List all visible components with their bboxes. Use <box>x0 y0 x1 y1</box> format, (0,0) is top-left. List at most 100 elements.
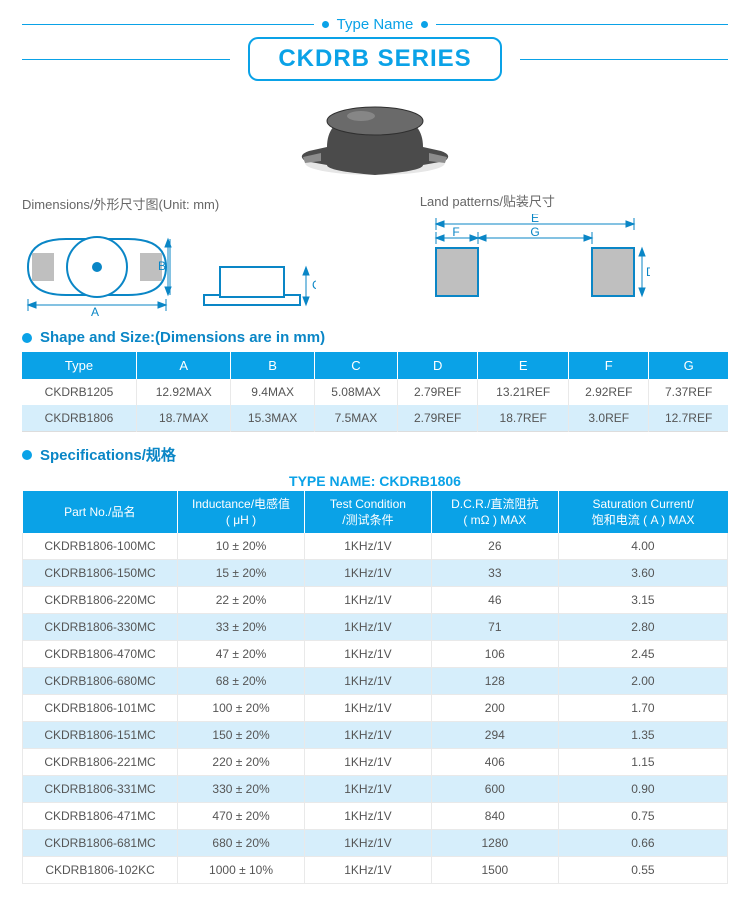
table-row: CKDRB180618.7MAX15.3MAX7.5MAX2.79REF18.7… <box>22 405 728 432</box>
table-cell: 2.00 <box>558 668 727 695</box>
table-cell: 33 <box>431 560 558 587</box>
table-cell: 0.90 <box>558 776 727 803</box>
table-cell: 470 ± 20% <box>178 803 305 830</box>
table-cell: 26 <box>431 533 558 560</box>
table-row: CKDRB1806-331MC330 ± 20%1KHz/1V6000.90 <box>23 776 728 803</box>
table-cell: 1KHz/1V <box>304 533 431 560</box>
table-row: CKDRB1806-471MC470 ± 20%1KHz/1V8400.75 <box>23 803 728 830</box>
ss-col-header: A <box>137 352 231 379</box>
spec-col-header: Saturation Current/饱和电流 ( A ) MAX <box>558 491 727 533</box>
ss-col-header: D <box>398 352 478 379</box>
table-row: CKDRB1806-221MC220 ± 20%1KHz/1V4061.15 <box>23 749 728 776</box>
svg-text:G: G <box>530 225 539 239</box>
table-cell: 10 ± 20% <box>178 533 305 560</box>
table-cell: CKDRB1806-101MC <box>23 695 178 722</box>
table-cell: 12.92MAX <box>137 379 231 405</box>
table-cell: 0.66 <box>558 830 727 857</box>
table-cell: 1KHz/1V <box>304 776 431 803</box>
table-cell: 1500 <box>431 857 558 884</box>
dim-a-label: A <box>91 305 99 317</box>
svg-text:B: B <box>158 259 166 273</box>
land-patterns-label: Land patterns/贴装尺寸 <box>420 191 728 210</box>
table-cell: CKDRB1806-331MC <box>23 776 178 803</box>
table-cell: 0.55 <box>558 857 727 884</box>
table-cell: 1KHz/1V <box>304 560 431 587</box>
table-cell: 22 ± 20% <box>178 587 305 614</box>
table-row: CKDRB1806-101MC100 ± 20%1KHz/1V2001.70 <box>23 695 728 722</box>
ss-col-header: B <box>231 352 314 379</box>
svg-text:D: D <box>646 265 650 279</box>
table-cell: 15.3MAX <box>231 405 314 432</box>
table-cell: CKDRB1806-330MC <box>23 614 178 641</box>
table-cell: 106 <box>431 641 558 668</box>
spec-col-header: Part No./品名 <box>23 491 178 533</box>
table-cell: 680 ± 20% <box>178 830 305 857</box>
spec-col-header: D.C.R./直流阻抗( mΩ ) MAX <box>431 491 558 533</box>
product-image <box>22 91 728 185</box>
table-cell: 1KHz/1V <box>304 668 431 695</box>
table-cell: 1KHz/1V <box>304 830 431 857</box>
svg-text:C: C <box>312 278 316 292</box>
table-cell: 1KHz/1V <box>304 749 431 776</box>
table-cell: 3.0REF <box>569 405 649 432</box>
shape-size-heading: Shape and Size:(Dimensions are in mm) <box>40 329 325 346</box>
table-cell: 0.75 <box>558 803 727 830</box>
table-cell: 1KHz/1V <box>304 587 431 614</box>
table-cell: CKDRB1205 <box>22 379 137 405</box>
table-cell: 2.79REF <box>398 405 478 432</box>
shape-size-table: TypeABCDEFG CKDRB120512.92MAX9.4MAX5.08M… <box>22 352 728 432</box>
title-rule-right <box>436 24 728 25</box>
table-row: CKDRB1806-150MC15 ± 20%1KHz/1V333.60 <box>23 560 728 587</box>
title-ornament-row: Type Name <box>22 16 728 33</box>
specifications-heading: Specifications/规格 <box>40 444 176 465</box>
table-cell: 71 <box>431 614 558 641</box>
table-row: CKDRB1806-680MC68 ± 20%1KHz/1V1282.00 <box>23 668 728 695</box>
table-cell: 1KHz/1V <box>304 857 431 884</box>
section-shape-size: Shape and Size:(Dimensions are in mm) <box>22 329 728 346</box>
table-cell: 1.15 <box>558 749 727 776</box>
dimensions-label: Dimensions/外形尺寸图(Unit: mm) <box>22 194 392 213</box>
table-cell: 1KHz/1V <box>304 695 431 722</box>
table-row: CKDRB1806-681MC680 ± 20%1KHz/1V12800.66 <box>23 830 728 857</box>
spec-table: Part No./品名Inductance/电感值( μH )Test Cond… <box>22 491 728 884</box>
table-row: CKDRB1806-220MC22 ± 20%1KHz/1V463.15 <box>23 587 728 614</box>
ss-col-header: F <box>569 352 649 379</box>
table-cell: CKDRB1806-102KC <box>23 857 178 884</box>
table-cell: 1KHz/1V <box>304 803 431 830</box>
svg-text:F: F <box>452 225 459 239</box>
table-cell: 18.7MAX <box>137 405 231 432</box>
table-cell: 2.92REF <box>569 379 649 405</box>
table-cell: 2.79REF <box>398 379 478 405</box>
title-rule-left <box>22 24 314 25</box>
ss-col-header: G <box>649 352 728 379</box>
table-cell: 46 <box>431 587 558 614</box>
table-cell: CKDRB1806-100MC <box>23 533 178 560</box>
table-row: CKDRB1806-330MC33 ± 20%1KHz/1V712.80 <box>23 614 728 641</box>
table-cell: 33 ± 20% <box>178 614 305 641</box>
table-cell: 68 ± 20% <box>178 668 305 695</box>
table-cell: CKDRB1806-681MC <box>23 830 178 857</box>
spec-type-name: TYPE NAME: CKDRB1806 <box>22 473 728 489</box>
table-cell: 2.45 <box>558 641 727 668</box>
table-cell: 220 ± 20% <box>178 749 305 776</box>
title-dot-right <box>421 21 428 28</box>
table-cell: 1KHz/1V <box>304 722 431 749</box>
type-name-label: Type Name <box>337 16 414 33</box>
ss-col-header: E <box>478 352 569 379</box>
table-cell: 18.7REF <box>478 405 569 432</box>
table-row: CKDRB120512.92MAX9.4MAX5.08MAX2.79REF13.… <box>22 379 728 405</box>
table-cell: CKDRB1806-151MC <box>23 722 178 749</box>
table-row: CKDRB1806-151MC150 ± 20%1KHz/1V2941.35 <box>23 722 728 749</box>
table-row: CKDRB1806-100MC10 ± 20%1KHz/1V264.00 <box>23 533 728 560</box>
bullet-icon <box>22 333 32 343</box>
spec-col-header: Test Condition/测试条件 <box>304 491 431 533</box>
dimension-drawing-top: A B <box>22 217 172 317</box>
table-cell: CKDRB1806-471MC <box>23 803 178 830</box>
land-pattern-drawing: E F G <box>420 214 650 314</box>
table-cell: 128 <box>431 668 558 695</box>
table-cell: 3.15 <box>558 587 727 614</box>
series-rule-right <box>520 59 728 60</box>
table-cell: 150 ± 20% <box>178 722 305 749</box>
table-cell: 1.35 <box>558 722 727 749</box>
table-cell: 2.80 <box>558 614 727 641</box>
